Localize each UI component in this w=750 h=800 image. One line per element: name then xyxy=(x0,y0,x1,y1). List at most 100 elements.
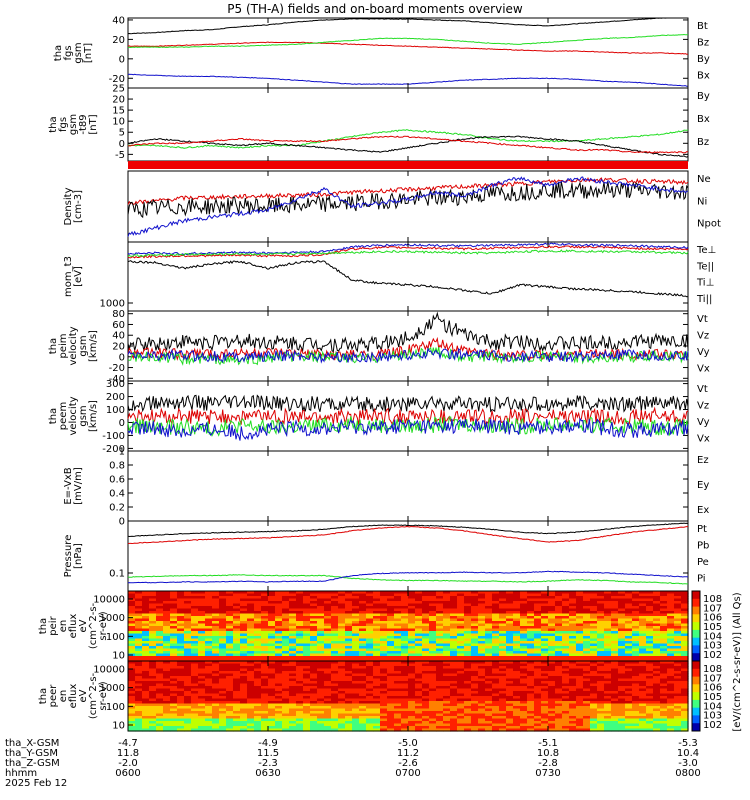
heatmap-cell xyxy=(555,678,563,682)
heatmap-cell xyxy=(303,626,311,630)
heatmap-cell xyxy=(198,608,206,612)
heatmap-cell xyxy=(667,591,675,595)
heatmap-cell xyxy=(205,606,213,610)
heatmap-cell xyxy=(534,593,542,597)
heatmap-cell xyxy=(394,718,402,722)
heatmap-cell xyxy=(254,668,262,672)
heatmap-cell xyxy=(562,721,570,725)
heatmap-cell xyxy=(401,691,409,695)
heatmap-cell xyxy=(625,718,633,722)
heatmap-cell xyxy=(604,611,612,615)
heatmap-cell xyxy=(583,591,591,595)
heatmap-cell xyxy=(324,611,332,615)
heatmap-cell xyxy=(184,693,192,697)
heatmap-cell xyxy=(233,688,241,692)
heatmap-cell xyxy=(366,683,374,687)
heatmap-cell xyxy=(625,608,633,612)
heatmap-cell xyxy=(436,593,444,597)
heatmap-cell xyxy=(632,671,640,675)
heatmap-cell xyxy=(415,716,423,720)
heatmap-cell xyxy=(471,648,479,652)
heatmap-cell xyxy=(310,611,318,615)
heatmap-cell xyxy=(191,716,199,720)
heatmap-cell xyxy=(681,623,689,627)
heatmap-cell xyxy=(569,678,577,682)
heatmap-cell xyxy=(135,698,143,702)
heatmap-cell xyxy=(422,713,430,717)
heatmap-cell xyxy=(261,643,269,647)
heatmap-cell xyxy=(128,721,136,725)
heatmap-cell xyxy=(366,721,374,725)
heatmap-cell xyxy=(275,611,283,615)
heatmap-cell xyxy=(436,631,444,635)
heatmap-cell xyxy=(247,603,255,607)
heatmap-cell xyxy=(289,666,297,670)
heatmap-cell xyxy=(667,703,675,707)
heatmap-cell xyxy=(310,676,318,680)
heatmap-cell xyxy=(429,671,437,675)
heatmap-cell xyxy=(639,626,647,630)
heatmap-cell xyxy=(569,633,577,637)
heatmap-cell xyxy=(226,706,234,710)
heatmap-cell xyxy=(492,656,500,660)
heatmap-cell xyxy=(177,691,185,695)
y-axis-label-line: gsm xyxy=(68,114,79,135)
heatmap-cell xyxy=(506,603,514,607)
heatmap-cell xyxy=(317,673,325,677)
heatmap-cell xyxy=(366,666,374,670)
heatmap-cell xyxy=(268,718,276,722)
heatmap-cell xyxy=(247,626,255,630)
heatmap-cell xyxy=(198,723,206,727)
heatmap-cell xyxy=(443,621,451,625)
heatmap-cell xyxy=(604,696,612,700)
heatmap-cell xyxy=(317,706,325,710)
heatmap-cell xyxy=(394,593,402,597)
heatmap-cell xyxy=(618,693,626,697)
y-axis-label: Density [cm-3] xyxy=(63,187,84,225)
heatmap-cell xyxy=(205,623,213,627)
y-axis-label: tha fgs gsm -t89 [nT] xyxy=(48,114,99,135)
heatmap-cell xyxy=(296,726,304,730)
heatmap-cell xyxy=(247,701,255,705)
heatmap-cell xyxy=(527,726,535,730)
heatmap-cell xyxy=(527,631,535,635)
heatmap-cell xyxy=(149,641,157,645)
heatmap-cell xyxy=(450,631,458,635)
heatmap-cell xyxy=(506,698,514,702)
heatmap-cell xyxy=(254,686,262,690)
heatmap-cell xyxy=(345,696,353,700)
heatmap-cell xyxy=(408,728,416,732)
heatmap-cell xyxy=(310,636,318,640)
heatmap-cell xyxy=(128,713,136,717)
heatmap-cell xyxy=(401,696,409,700)
heatmap-cell xyxy=(618,708,626,712)
heatmap-cell xyxy=(156,693,164,697)
heatmap-cell xyxy=(303,713,311,717)
heatmap-cell xyxy=(611,638,619,642)
heatmap-cell xyxy=(429,688,437,692)
heatmap-cell xyxy=(597,638,605,642)
heatmap-cell xyxy=(261,713,269,717)
heatmap-cell xyxy=(142,633,150,637)
heatmap-cell xyxy=(450,721,458,725)
heatmap-cell xyxy=(457,616,465,620)
heatmap-cell xyxy=(205,721,213,725)
heatmap-cell xyxy=(191,696,199,700)
heatmap-cell xyxy=(275,596,283,600)
heatmap-cell xyxy=(506,696,514,700)
heatmap-cell xyxy=(205,728,213,732)
heatmap-cell xyxy=(681,706,689,710)
heatmap-cell xyxy=(604,701,612,705)
heatmap-cell xyxy=(268,721,276,725)
heatmap-cell xyxy=(275,606,283,610)
heatmap-cell xyxy=(198,711,206,715)
heatmap-cell xyxy=(317,691,325,695)
heatmap-cell xyxy=(569,611,577,615)
heatmap-cell xyxy=(471,678,479,682)
heatmap-cell xyxy=(625,658,633,662)
heatmap-cell xyxy=(142,603,150,607)
heatmap-cell xyxy=(205,688,213,692)
heatmap-cell xyxy=(324,651,332,655)
heatmap-cell xyxy=(373,613,381,617)
heatmap-cell xyxy=(499,668,507,672)
